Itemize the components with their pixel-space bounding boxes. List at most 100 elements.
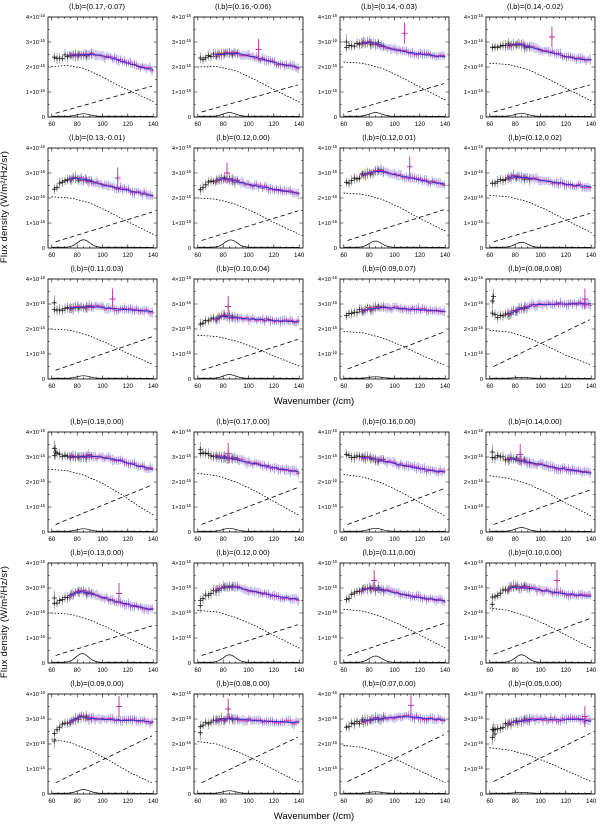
svg-text:140: 140 — [148, 121, 159, 128]
svg-text:60: 60 — [340, 121, 347, 128]
svg-text:4×10-16: 4×10-16 — [172, 559, 192, 567]
svg-text:80: 80 — [74, 798, 81, 805]
svg-text:2×10-16: 2×10-16 — [318, 478, 338, 486]
svg-text:3×10-16: 3×10-16 — [172, 38, 192, 46]
svg-text:4×10-16: 4×10-16 — [464, 690, 484, 698]
svg-text:80: 80 — [220, 383, 227, 390]
svg-text:60: 60 — [48, 667, 55, 674]
svg-text:0: 0 — [480, 246, 483, 252]
svg-text:0: 0 — [480, 661, 483, 667]
chart-panel: (l,b)=(0.19,0.00) 4×10-16 3×10-16 2×10-16 1×… — [14, 417, 160, 548]
chart-panel: (l,b)=(0.11,0.03) 4×10-16 3×10-16 2×10-16 1×… — [14, 264, 160, 395]
svg-text:140: 140 — [148, 798, 159, 805]
panel-plot: 4×10-16 3×10-16 2×10-16 1×10-16 060 80 100 120 1… — [172, 428, 305, 543]
svg-text:120: 120 — [415, 383, 426, 390]
svg-text:60: 60 — [486, 383, 493, 390]
chart-panel: (l,b)=(0.16,0.00) 4×10-16 3×10-16 2×10-16 1×… — [306, 417, 452, 548]
svg-text:80: 80 — [220, 667, 227, 674]
svg-text:140: 140 — [440, 667, 451, 674]
svg-text:4×10-16: 4×10-16 — [26, 559, 46, 567]
panel-title: (l,b)=(0.09,0.00) — [70, 679, 124, 688]
svg-text:0: 0 — [334, 530, 337, 536]
svg-text:140: 140 — [148, 252, 159, 259]
svg-text:120: 120 — [415, 121, 426, 128]
svg-text:1×10-16: 1×10-16 — [26, 219, 46, 227]
chart-panel: (l,b)=(0.12,0.02) 4×10-16 3×10-16 2×10-16 1×… — [452, 133, 598, 264]
svg-text:60: 60 — [48, 536, 55, 543]
y-axis-label: Flux density (W/m²/Hz/sr) — [0, 565, 10, 678]
panel-plot: 4×10-16 3×10-16 2×10-16 1×10-16 060 80 100 120 1… — [172, 275, 305, 390]
svg-text:80: 80 — [366, 798, 373, 805]
svg-text:100: 100 — [535, 121, 546, 128]
svg-text:0: 0 — [480, 792, 483, 798]
svg-text:2×10-16: 2×10-16 — [172, 478, 192, 486]
svg-text:120: 120 — [561, 667, 572, 674]
chart-panel: (l,b)=(0.10,0.04) 4×10-16 3×10-16 2×10-16 1×… — [160, 264, 306, 395]
svg-text:4×10-16: 4×10-16 — [464, 144, 484, 152]
svg-text:60: 60 — [194, 252, 201, 259]
svg-text:100: 100 — [243, 121, 254, 128]
svg-text:0: 0 — [480, 377, 483, 383]
svg-text:60: 60 — [194, 667, 201, 674]
svg-text:100: 100 — [97, 252, 108, 259]
svg-text:2×10-16: 2×10-16 — [26, 194, 46, 202]
svg-text:0: 0 — [334, 377, 337, 383]
svg-text:4×10-16: 4×10-16 — [172, 428, 192, 436]
svg-text:60: 60 — [48, 383, 55, 390]
panel-plot: 4×10-16 3×10-16 2×10-16 1×10-16 060 80 100 120 1… — [26, 690, 159, 805]
svg-text:1×10-16: 1×10-16 — [172, 350, 192, 358]
svg-text:2×10-16: 2×10-16 — [464, 325, 484, 333]
svg-text:1×10-16: 1×10-16 — [172, 503, 192, 511]
svg-text:60: 60 — [48, 121, 55, 128]
svg-text:80: 80 — [220, 536, 227, 543]
svg-text:140: 140 — [440, 798, 451, 805]
svg-text:1×10-16: 1×10-16 — [26, 503, 46, 511]
svg-text:100: 100 — [389, 383, 400, 390]
panel-plot: 4×10-16 3×10-16 2×10-16 1×10-16 060 80 100 120 1… — [464, 275, 597, 390]
panel-plot: 4×10-16 3×10-16 2×10-16 1×10-16 060 80 100 120 1… — [26, 428, 159, 543]
svg-text:4×10-16: 4×10-16 — [26, 690, 46, 698]
svg-text:140: 140 — [586, 383, 597, 390]
svg-text:80: 80 — [74, 383, 81, 390]
svg-text:2×10-16: 2×10-16 — [464, 740, 484, 748]
chart-panel: (l,b)=(0.13,-0.01) 4×10-16 3×10-16 2×10-16 1… — [14, 133, 160, 264]
svg-text:140: 140 — [294, 798, 305, 805]
panel-block-bottom: Flux density (W/m²/Hz/sr) (l,b)=(0.19,0.… — [0, 417, 600, 826]
svg-text:80: 80 — [512, 121, 519, 128]
svg-text:1×10-16: 1×10-16 — [318, 350, 338, 358]
panel-plot: 4×10-16 3×10-16 2×10-16 1×10-16 060 80 100 120 1… — [26, 144, 159, 259]
svg-text:3×10-16: 3×10-16 — [26, 169, 46, 177]
panel-grid-top: (l,b)=(0.17,-0.07) 4×10-16 3×10-16 2×10-16 1… — [14, 2, 600, 395]
panel-plot: 4×10-16 3×10-16 2×10-16 1×10-16 060 80 100 120 1… — [172, 13, 305, 128]
panel-title: (l,b)=(0.12,0.02) — [508, 133, 562, 142]
svg-text:120: 120 — [561, 252, 572, 259]
svg-text:0: 0 — [42, 115, 45, 121]
svg-text:80: 80 — [512, 667, 519, 674]
svg-text:140: 140 — [440, 252, 451, 259]
panel-plot: 4×10-16 3×10-16 2×10-16 1×10-16 060 80 100 120 1… — [26, 13, 159, 128]
svg-text:80: 80 — [74, 121, 81, 128]
svg-text:60: 60 — [486, 798, 493, 805]
panel-title: (l,b)=(0.08,0.00) — [216, 679, 270, 688]
panel-plot: 4×10-16 3×10-16 2×10-16 1×10-16 060 80 100 120 1… — [318, 144, 451, 259]
chart-panel: (l,b)=(0.16,-0.06) 4×10-16 3×10-16 2×10-16 1… — [160, 2, 306, 133]
panel-title: (l,b)=(0.09,0.07) — [362, 264, 416, 273]
chart-panel: (l,b)=(0.12,0.00) 4×10-16 3×10-16 2×10-16 1×… — [160, 133, 306, 264]
svg-text:0: 0 — [188, 530, 191, 536]
svg-text:120: 120 — [415, 667, 426, 674]
svg-text:80: 80 — [366, 383, 373, 390]
svg-text:4×10-16: 4×10-16 — [26, 428, 46, 436]
svg-text:80: 80 — [366, 667, 373, 674]
svg-text:0: 0 — [42, 792, 45, 798]
svg-text:60: 60 — [48, 252, 55, 259]
panel-title: (l,b)=(0.13,-0.01) — [68, 133, 126, 142]
svg-text:100: 100 — [243, 798, 254, 805]
svg-text:140: 140 — [294, 667, 305, 674]
svg-text:3×10-16: 3×10-16 — [318, 169, 338, 177]
svg-text:1×10-16: 1×10-16 — [464, 350, 484, 358]
svg-text:1×10-16: 1×10-16 — [172, 634, 192, 642]
svg-text:0: 0 — [42, 530, 45, 536]
svg-text:3×10-16: 3×10-16 — [26, 453, 46, 461]
svg-text:120: 120 — [269, 252, 280, 259]
svg-text:3×10-16: 3×10-16 — [464, 300, 484, 308]
